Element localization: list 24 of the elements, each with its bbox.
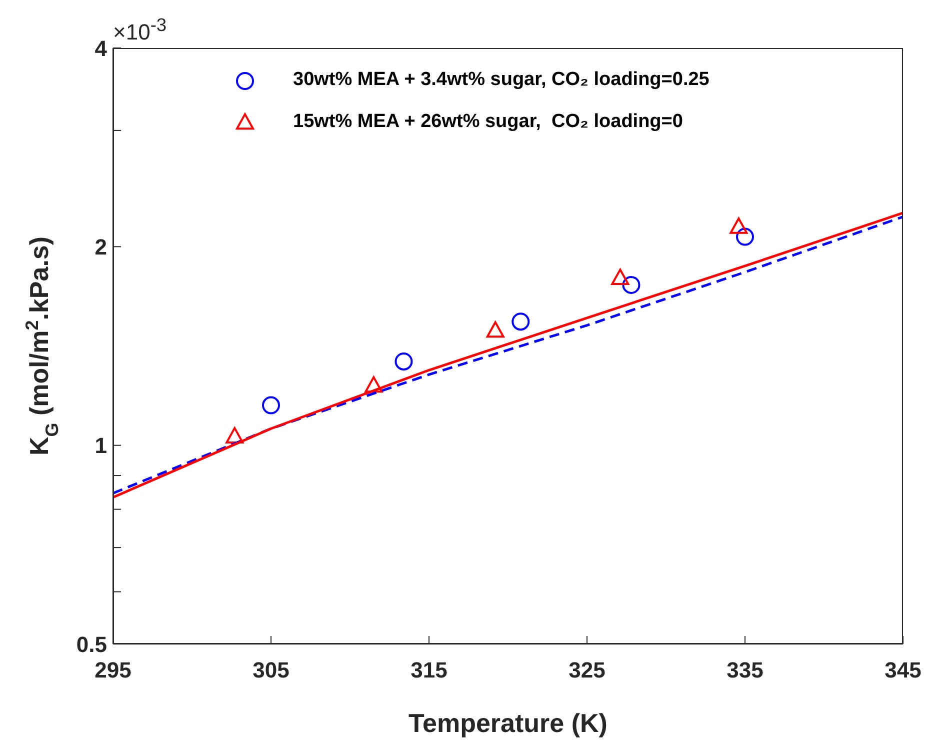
x-tick-label: 315 xyxy=(410,658,448,683)
x-tick-label: 295 xyxy=(94,658,132,683)
x-axis-title: Temperature (K) xyxy=(408,708,608,738)
point xyxy=(611,268,630,286)
point xyxy=(486,321,504,338)
legend-label: 15wt% MEA + 26wt% sugar, CO₂ loading=0 xyxy=(293,111,683,133)
x-tick-label: 305 xyxy=(252,658,290,683)
x-tick-label: 325 xyxy=(568,658,606,683)
point xyxy=(226,427,244,444)
x-tick-label: 335 xyxy=(726,658,764,683)
text: ×10$^{-3}$ xyxy=(113,14,167,46)
point xyxy=(736,228,754,246)
y-tick-label: 4 xyxy=(94,36,108,61)
point xyxy=(262,396,280,414)
point xyxy=(512,312,530,331)
point xyxy=(364,376,383,393)
legend-label: 30wt% MEA + 3.4wt% sugar, CO₂ loading=0.25 xyxy=(293,69,710,91)
x-tick-label: 345 xyxy=(884,658,922,683)
point xyxy=(622,276,640,294)
y-tick-label: 2 xyxy=(94,234,107,260)
point xyxy=(394,352,413,370)
y-tick-label: 1 xyxy=(94,433,107,458)
y-tick-label: 0.5 xyxy=(76,632,107,657)
point xyxy=(730,217,748,234)
